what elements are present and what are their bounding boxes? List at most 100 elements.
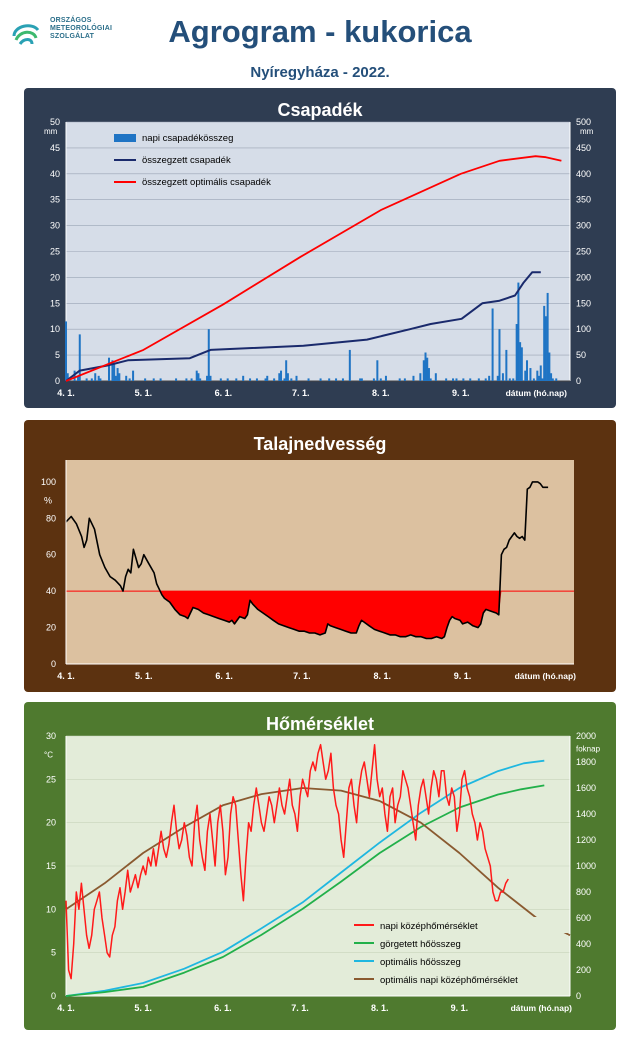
x-tick-label: 6. 1. (215, 671, 233, 681)
y-tick-label-right: 350 (576, 195, 591, 205)
daily-precipitation-bar (278, 373, 281, 381)
daily-precipitation-bar (97, 375, 100, 381)
y-tick-label-left: 25 (46, 774, 56, 784)
y-tick-label-left: 50 (50, 117, 60, 127)
daily-precipitation-bar (519, 342, 522, 381)
x-tick-label: 8. 1. (373, 671, 391, 681)
precipitation-title: Csapadék (277, 100, 363, 120)
daily-precipitation-bar (159, 378, 162, 381)
daily-precipitation-bar (348, 349, 351, 381)
daily-precipitation-bar (538, 375, 541, 381)
daily-precipitation-bar (307, 378, 310, 381)
daily-precipitation-bar (219, 378, 222, 381)
daily-mean-temperature-line (65, 743, 509, 980)
y-tick-label-right: 450 (576, 143, 591, 153)
daily-precipitation-bar (132, 370, 135, 381)
y-tick-label-left: 15 (50, 298, 60, 308)
logo-text: ORSZÁGOS METEOROLÓGIAI SZOLGÁLAT (50, 17, 112, 41)
daily-precipitation-bar (512, 378, 515, 381)
y-tick-label-right: 1600 (576, 783, 596, 793)
legend-label: optimális napi középhőmérséklet (380, 975, 518, 986)
y-tick-label-right: 400 (576, 169, 591, 179)
daily-precipitation-bar (195, 370, 198, 381)
daily-precipitation-bar (541, 378, 544, 381)
legend-background (324, 917, 568, 933)
y-tick-label-left: 30 (46, 731, 56, 741)
y-tick-label-right: 600 (576, 913, 591, 923)
daily-precipitation-bar (536, 370, 539, 381)
legend-background (324, 935, 568, 951)
y-tick-label-right: 150 (576, 298, 591, 308)
y-tick-label-right: 800 (576, 887, 591, 897)
temperature-chart: 0 5 10 15 20 25 30 0 200 400 600 800 1000 1200 1400 160… (24, 702, 616, 1030)
y-tick-label-left: 20 (50, 272, 60, 282)
daily-precipitation-bar (94, 373, 97, 381)
y-tick-label-right: 0 (576, 376, 581, 386)
daily-precipitation-bar (114, 375, 117, 381)
daily-precipitation-bar (427, 368, 430, 381)
legend-background (324, 953, 568, 969)
daily-precipitation-bar (434, 373, 437, 381)
page-title: Agrogram - kukorica (168, 14, 472, 49)
y-tick-label-right: 500 (576, 117, 591, 127)
daily-precipitation-bar (197, 373, 200, 381)
x-tick-label: 9. 1. (451, 1003, 469, 1013)
daily-precipitation-bar (65, 321, 67, 381)
daily-precipitation-bar (379, 378, 382, 381)
daily-precipitation-bar (426, 357, 429, 381)
daily-precipitation-bar (206, 375, 209, 381)
x-tick-label: 7. 1. (292, 388, 310, 398)
y-tick-label-right: 1200 (576, 835, 596, 845)
cumulative-precipitation-line (65, 271, 541, 382)
daily-precipitation-bar (249, 378, 252, 381)
daily-precipitation-bar (429, 378, 432, 381)
daily-precipitation-bar (551, 378, 554, 381)
y-axis-label-left: mm (44, 127, 58, 136)
daily-precipitation-bar (517, 282, 520, 381)
y-tick-label-left: 40 (50, 169, 60, 179)
daily-precipitation-bar (273, 378, 276, 381)
daily-precipitation-bar (424, 352, 427, 381)
daily-precipitation-bar (376, 360, 379, 381)
daily-precipitation-bar (285, 360, 288, 381)
daily-precipitation-bar (496, 375, 499, 381)
y-tick-label-left: 20 (46, 818, 56, 828)
y-tick-label-left: 0 (51, 991, 56, 1001)
x-tick-label: 9. 1. (454, 671, 472, 681)
y-tick-label-right: 100 (576, 324, 591, 334)
daily-precipitation-bar (77, 375, 80, 381)
y-tick-label-left: 45 (50, 143, 60, 153)
logo-line-2: METEOROLÓGIAI (50, 25, 113, 32)
daily-precipitation-bar (477, 378, 480, 381)
y-tick-label-left: 25 (50, 247, 60, 257)
daily-precipitation-bar (255, 378, 258, 381)
daily-precipitation-bar (462, 378, 465, 381)
soil-moisture-panel: 0 20 40 60 80 100% 4. 1. 5. 1. 6. 1. 7. 1. 8. 1. 9.… (24, 420, 616, 692)
daily-precipitation-bar (175, 378, 178, 381)
daily-precipitation-bar (360, 378, 363, 381)
daily-precipitation-bar (525, 360, 528, 381)
daily-precipitation-bar (515, 324, 518, 381)
daily-precipitation-bar (529, 368, 532, 381)
y-tick-label-right: 1000 (576, 861, 596, 871)
daily-precipitation-bar (78, 334, 81, 381)
daily-precipitation-bar (550, 373, 553, 381)
daily-precipitation-bar (128, 378, 131, 381)
legend-background (324, 971, 568, 987)
y-tick-label-right: 1800 (576, 757, 596, 767)
x-tick-label: 4. 1. (57, 388, 75, 398)
y-tick-label-right: 0 (576, 991, 581, 1001)
daily-precipitation-bar (488, 375, 491, 381)
daily-precipitation-bar (295, 375, 298, 381)
daily-precipitation-bar (452, 378, 455, 381)
logo-line-1: ORSZÁGOS (50, 17, 92, 24)
daily-precipitation-bar (242, 375, 245, 381)
daily-precipitation-bar (544, 316, 547, 381)
legend-label: optimális hőösszeg (380, 957, 461, 968)
y-tick-label: 20 (46, 623, 56, 633)
daily-precipitation-bar (501, 373, 504, 381)
y-tick-label-left: 15 (46, 861, 56, 871)
logo-line-3: SZOLGÁLAT (50, 33, 95, 40)
daily-precipitation-bar (359, 378, 362, 381)
daily-precipitation-bar (280, 370, 283, 381)
